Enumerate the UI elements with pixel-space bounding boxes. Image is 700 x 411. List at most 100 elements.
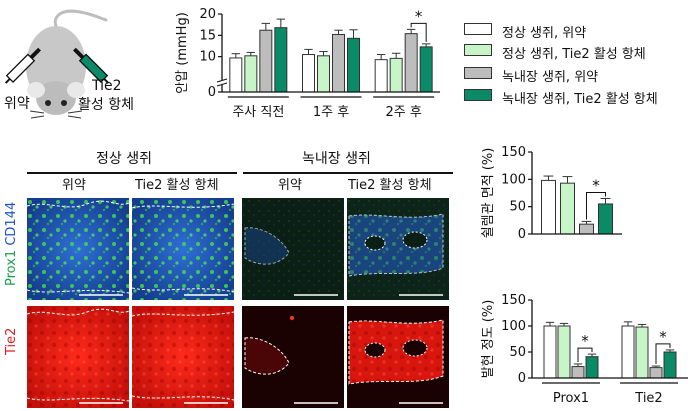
significance-bracket — [410, 22, 427, 42]
panel-prox1-normal-tie2 — [131, 198, 235, 300]
y-axis-title: 쉴렘관 면적 (%) — [481, 148, 496, 239]
y-tick-label: 150 — [501, 293, 526, 308]
expression-chart: 0 50 100 150 발현 정도 (%) * Prox1 * Tie2 — [481, 293, 688, 406]
syringe-right-icon — [73, 47, 110, 84]
mouse-illustration — [4, 9, 110, 119]
bar — [579, 223, 594, 235]
microscopy-grid — [27, 198, 449, 408]
panel-tie2-glaucoma-tie2 — [347, 306, 449, 408]
mouse-head — [36, 81, 76, 115]
mouse-ear-left — [27, 82, 45, 98]
mouse-eye-left — [45, 100, 51, 106]
y-tick-label: 20 — [199, 7, 216, 22]
syringe-left-icon — [4, 47, 41, 84]
group-divider-normal — [27, 172, 237, 174]
bar — [302, 54, 315, 93]
mouse-whiskers — [29, 110, 83, 119]
bar — [560, 182, 575, 235]
legend-label-glaucoma-vehicle: 녹내장 생쥐, 위약 — [502, 70, 599, 85]
bar — [571, 366, 585, 379]
significance-label: * — [415, 7, 423, 25]
panel-tie2-glaucoma-vehicle — [242, 306, 344, 408]
x-tick-label: Prox1 — [553, 391, 589, 406]
y-tick-label: 100 — [501, 319, 526, 334]
legend-label-normal-tie2: 정상 생쥐, Tie2 활성 항체 — [502, 47, 646, 62]
bar — [663, 351, 677, 379]
significance-label: * — [659, 328, 667, 346]
panel-prox1-glaucoma-vehicle — [242, 198, 344, 300]
significance-bracket — [586, 191, 606, 220]
y-axis-title: 안압 (mmHg) — [175, 12, 190, 94]
y-tick-label: 50 — [509, 345, 526, 360]
y-axis-title: 발현 정도 (%) — [481, 300, 496, 379]
legend-swatch-normal-vehicle — [464, 23, 492, 35]
significance-bracket — [655, 343, 671, 365]
axis-break-mark — [216, 78, 228, 83]
panel-prox1-glaucoma-tie2 — [347, 198, 449, 300]
bar — [274, 27, 288, 93]
y-tick-label: 0 — [518, 371, 526, 386]
legend-swatch-glaucoma-vehicle — [464, 67, 492, 79]
bar — [621, 325, 635, 379]
col-label-glaucoma-tie2: Tie2 활성 항체 — [348, 178, 432, 193]
row-label-prox1: Prox1 — [4, 249, 19, 286]
panel-tie2-normal-tie2 — [131, 306, 235, 408]
panel-prox1-normal-vehicle — [27, 198, 130, 300]
bar — [332, 33, 345, 93]
y-tick-label: 0 — [518, 227, 526, 242]
y-tick-label: 150 — [501, 145, 526, 160]
col-label-normal-tie2: Tie2 활성 항체 — [135, 178, 219, 193]
y-tick-label: 50 — [509, 200, 526, 215]
bar — [419, 46, 433, 93]
bar — [543, 325, 557, 379]
bar — [244, 55, 258, 93]
schlemm-area-chart: 0 50 100 150 쉴렘관 면적 (%) * — [481, 145, 622, 242]
significance-label: * — [581, 332, 589, 350]
mouse-antibody-label: 활성 항체 — [78, 97, 134, 113]
x-tick-label: Tie2 — [634, 391, 662, 406]
significance-label: * — [592, 176, 600, 194]
iop-chart: 0 10 15 20 안압 (mmHg) 주사 직전 1주 후 * 2주 후 — [175, 7, 440, 120]
mouse-vehicle-label: 위약 — [4, 96, 30, 112]
legend-swatch-glaucoma-tie2 — [464, 89, 492, 101]
y-tick-label: 10 — [199, 50, 216, 65]
y-tick-label: 0 — [208, 85, 216, 100]
legend-swatch-normal-tie2 — [464, 44, 492, 56]
mouse-eye-right — [61, 100, 67, 106]
mouse-ear-right — [67, 82, 85, 98]
axis-break-mark — [216, 82, 228, 87]
bar — [635, 326, 649, 379]
bar — [649, 367, 663, 379]
bar — [259, 29, 273, 93]
bar — [389, 57, 403, 93]
y-tick-label: 15 — [199, 28, 216, 43]
x-tick-label: 1주 후 — [313, 105, 349, 120]
y-tick-label: 100 — [501, 172, 526, 187]
bar — [229, 57, 243, 93]
bar — [317, 55, 330, 93]
bar — [541, 179, 556, 235]
mouse-tail — [53, 9, 108, 32]
x-tick-label: 주사 직전 — [232, 105, 284, 120]
bar — [598, 203, 613, 235]
bar — [557, 325, 571, 379]
group-divider-glaucoma — [243, 172, 453, 174]
bar — [585, 356, 599, 379]
significance-bracket — [577, 347, 593, 362]
bar — [404, 33, 418, 93]
x-tick-label: 2주 후 — [386, 105, 422, 120]
col-label-glaucoma-vehicle: 위약 — [278, 178, 302, 193]
row-label-tie2: Tie2 — [4, 327, 19, 355]
group-label-normal: 정상 생쥐 — [96, 151, 152, 167]
axis-break-mask — [217, 80, 227, 85]
group-label-glaucoma: 녹내장 생쥐 — [302, 151, 371, 167]
panel-tie2-normal-vehicle — [27, 306, 130, 408]
legend-label-glaucoma-tie2: 녹내장 생쥐, Tie2 활성 항체 — [502, 92, 658, 107]
bar — [374, 59, 388, 93]
mouse-tie2-label: Tie2 — [92, 78, 122, 94]
legend-label-normal-vehicle: 정상 생쥐, 위약 — [502, 26, 587, 41]
row-label-cd144: CD144 — [4, 201, 19, 246]
bar — [347, 37, 360, 93]
col-label-normal-vehicle: 위약 — [62, 178, 86, 193]
row-label-prox1-cd144: Prox1 CD144 — [4, 202, 19, 286]
